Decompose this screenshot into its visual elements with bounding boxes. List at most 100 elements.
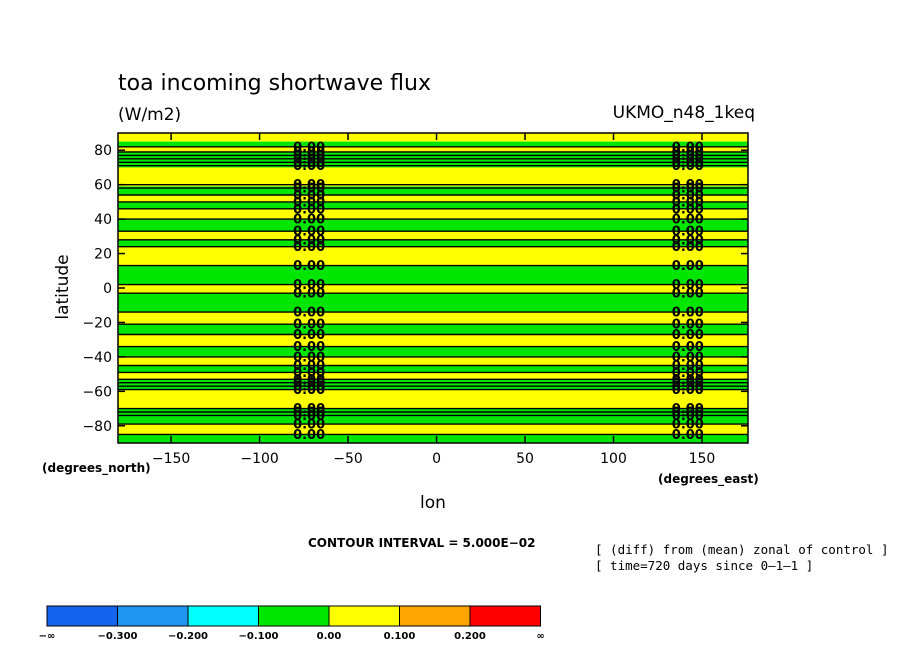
contour-label: 0.00: [672, 373, 704, 388]
contour-label: 0.00: [293, 278, 325, 293]
note-line-2: [ time=720 days since 0–1–1 ]: [595, 558, 813, 573]
band-19: [118, 346, 748, 357]
band-25: [118, 408, 748, 425]
band-9: [118, 219, 748, 232]
contour-label: 0.00: [293, 402, 325, 417]
contour-label: 0.00: [672, 189, 704, 204]
contour-label: 0.00: [672, 350, 704, 365]
contour-label: 0.00: [672, 213, 704, 228]
contour-label: 0.00: [672, 140, 704, 155]
plot-area: [118, 133, 748, 443]
contour-label: 0.00: [293, 189, 325, 204]
colorbar-label: 0.100: [384, 631, 416, 642]
contour-label: 0.00: [672, 428, 704, 443]
contour-label: 0.00: [672, 178, 704, 193]
band-7: [118, 201, 748, 209]
contour-label: 0.00: [672, 318, 704, 333]
contour-labels: 0.000.000.000.000.000.000.000.000.000.00…: [293, 140, 704, 443]
colorbar-label: 0.200: [454, 631, 486, 642]
y-axis-title: latitude: [53, 254, 73, 319]
contour-label: 0.00: [293, 225, 325, 240]
contour-label: 0.00: [672, 359, 704, 374]
contour-label: 0.00: [672, 409, 704, 424]
contour-lines: [118, 146, 748, 436]
colorbar-swatch: [258, 605, 330, 627]
contour-label: 0.00: [293, 409, 325, 424]
contour-label: 0.00: [672, 306, 704, 321]
band-24: [118, 389, 748, 409]
y-tick-label: 40: [94, 212, 112, 228]
band-8: [118, 208, 748, 220]
contour-label: 0.00: [672, 195, 704, 210]
y-tick-label: −80: [82, 419, 112, 435]
contour-label: 0.00: [293, 140, 325, 155]
contour-label: 0.00: [672, 328, 704, 343]
contour-label: 0.00: [672, 233, 704, 248]
contour-label: 0.00: [672, 340, 704, 355]
band-14: [118, 284, 748, 294]
band-10: [118, 231, 748, 240]
x-tick-label: 150: [689, 451, 716, 467]
contour-label: 0.00: [672, 376, 704, 391]
contour-label: 0.00: [672, 418, 704, 433]
contour-label: 0.00: [293, 418, 325, 433]
colorbar-label: ∞: [536, 631, 544, 642]
x-tick-label: 100: [600, 451, 627, 467]
contour-label: 0.00: [672, 152, 704, 167]
band-21: [118, 365, 748, 373]
y-tick-label: 20: [94, 247, 112, 263]
note-line-1: [ (diff) from (mean) zonal of control ]: [595, 542, 889, 557]
contour-label: 0.00: [293, 383, 325, 398]
model-label: UKMO_n48_1keq: [613, 103, 755, 123]
contour-label: 0.00: [293, 328, 325, 343]
contour-label: 0.00: [293, 240, 325, 255]
contour-label: 0.00: [672, 240, 704, 255]
contour-label: 0.00: [293, 152, 325, 167]
y-tick-label: −20: [82, 315, 112, 331]
contour-label: 0.00: [293, 233, 325, 248]
y-tick-label: 80: [94, 143, 112, 159]
y-tick-label: −40: [82, 350, 112, 366]
band-16: [118, 312, 748, 325]
contour-label: 0.00: [672, 202, 704, 217]
colorbar-swatch: [46, 605, 118, 627]
contour-label: 0.00: [293, 202, 325, 217]
contour-label: 0.00: [293, 306, 325, 321]
x-tick-label: −150: [152, 451, 190, 467]
colorbar-label: −0.200: [168, 631, 208, 642]
band-27: [118, 434, 748, 443]
contour-label: 0.00: [672, 402, 704, 417]
contour-label: 0.00: [293, 156, 325, 171]
band-26: [118, 424, 748, 435]
x-tick-label: −100: [240, 451, 278, 467]
x-axis: −150 −100 −50 0 50 100 150: [152, 133, 715, 467]
contour-label: 0.00: [672, 287, 704, 302]
x-tick-label: 50: [516, 451, 534, 467]
contour-label: 0.00: [672, 145, 704, 160]
band-13: [118, 265, 748, 285]
contour-label: 0.00: [293, 213, 325, 228]
x-tick-label: −50: [333, 451, 363, 467]
contour-label: 0.00: [293, 318, 325, 333]
contour-label: 0.00: [293, 149, 325, 164]
contour-label: 0.00: [293, 428, 325, 443]
y-tick-label: 60: [94, 178, 112, 194]
contour-label: 0.00: [293, 145, 325, 160]
contour-label: 0.00: [293, 182, 325, 197]
band-17: [118, 324, 748, 335]
contour-label: 0.00: [293, 159, 325, 174]
contour-label: 0.00: [293, 406, 325, 421]
contour-label: 0.00: [293, 366, 325, 381]
colorbar-swatch: [187, 605, 259, 627]
band-23: [118, 379, 748, 390]
colorbar: −∞ −0.300 −0.200 −0.100 0.00 0.100 0.200 ∞: [39, 605, 545, 642]
colorbar-swatch: [469, 605, 541, 627]
contour-label: 0.00: [293, 195, 325, 210]
contour-label: 0.00: [293, 259, 325, 274]
contour-label: 0.00: [293, 376, 325, 391]
contour-label: 0.00: [293, 178, 325, 193]
colorbar-label: −0.100: [238, 631, 278, 642]
contour-label: 0.00: [672, 278, 704, 293]
contour-label: 0.00: [672, 225, 704, 240]
band-0: [118, 133, 748, 142]
